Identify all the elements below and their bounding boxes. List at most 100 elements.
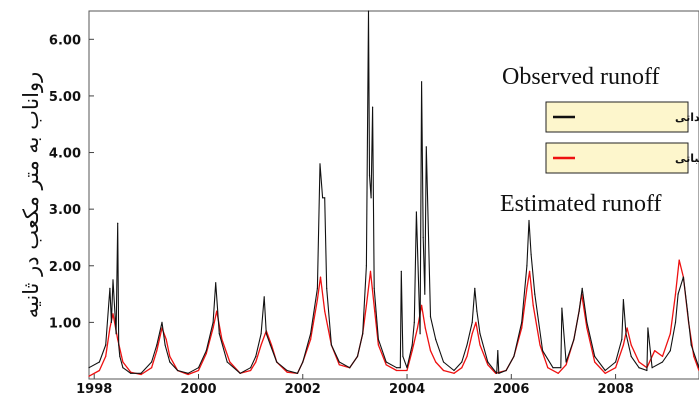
observed-point: [356, 355, 359, 357]
estimated-point: [626, 327, 628, 329]
estimated-point: [112, 313, 114, 315]
observed-point: [187, 372, 189, 374]
observed-point: [226, 361, 228, 363]
estimated-point: [565, 364, 567, 366]
observed-point: [115, 333, 117, 335]
estimated-point: [140, 373, 142, 376]
estimated-point: [165, 338, 167, 340]
observed-point: [367, 10, 370, 12]
observed-point: [302, 361, 304, 363]
estimated-point: [479, 344, 481, 346]
annotation-estimated: Estimated runoff: [500, 191, 662, 217]
estimated-point: [212, 327, 214, 329]
observed-point: [286, 369, 288, 372]
estimated-point: [260, 344, 262, 346]
observed-point: [476, 310, 478, 312]
estimated-point: [622, 344, 625, 346]
observed-point: [406, 367, 408, 369]
observed-point: [122, 367, 124, 369]
observed-point: [130, 372, 132, 374]
estimated-point: [654, 350, 656, 352]
estimated-point: [169, 355, 171, 357]
estimated-point: [586, 327, 588, 329]
estimated-point: [109, 327, 111, 329]
observed-point: [526, 265, 528, 267]
estimated-point: [369, 270, 372, 272]
observed-point: [164, 344, 166, 346]
y-tick-label: 3.00: [49, 203, 81, 218]
observed-point: [425, 146, 427, 148]
y-tick-label: 6.00: [49, 33, 81, 48]
observed-point: [156, 344, 158, 346]
observed-point: [98, 361, 100, 363]
estimated-point: [529, 270, 531, 272]
estimated-point: [557, 372, 559, 374]
estimated-point: [374, 310, 376, 312]
y-tick-label: 1.00: [49, 316, 81, 331]
estimated-point: [151, 367, 153, 369]
observed-point: [461, 361, 463, 363]
observed-point: [370, 197, 372, 199]
estimated-point: [197, 369, 200, 372]
x-tick-label: 2002: [285, 382, 321, 394]
observed-point: [581, 287, 583, 289]
observed-point: [604, 369, 606, 372]
observed-point: [530, 253, 532, 255]
estimated-point: [365, 304, 367, 306]
observed-point: [419, 333, 421, 335]
observed-point: [453, 369, 455, 372]
observed-point: [372, 106, 374, 108]
estimated-point: [205, 352, 207, 355]
estimated-point: [411, 350, 413, 352]
observed-point: [239, 372, 241, 374]
plot-area: [88, 10, 699, 380]
estimated-point: [526, 287, 528, 289]
observed-point: [498, 372, 500, 374]
estimated-point: [547, 367, 549, 369]
observed-point: [326, 287, 328, 289]
observed-point: [324, 197, 326, 199]
observed-point: [622, 299, 625, 301]
y-tick-label: 5.00: [49, 90, 81, 105]
observed-point: [263, 296, 265, 298]
observed-point: [400, 270, 402, 272]
x-tick-label: 2006: [493, 382, 529, 394]
observed-point: [625, 333, 627, 335]
observed-point: [413, 321, 415, 323]
observed-point: [197, 367, 200, 369]
estimated-point: [416, 327, 419, 329]
estimated-point: [429, 350, 432, 352]
observed-point: [260, 333, 262, 335]
estimated-point: [471, 333, 473, 335]
observed-point: [373, 287, 375, 289]
observed-point: [424, 293, 426, 295]
estimated-point: [442, 369, 445, 372]
observed-point: [118, 344, 120, 346]
observed-point: [429, 316, 432, 318]
observed-point: [161, 321, 163, 323]
estimated-point: [661, 355, 664, 357]
observed-point: [578, 310, 580, 312]
observed-point: [365, 265, 367, 267]
observed-point: [630, 355, 632, 357]
observed-point: [276, 361, 278, 363]
observed-point: [677, 293, 679, 295]
observed-point: [362, 333, 364, 335]
estimated-point: [532, 304, 534, 306]
observed-point: [265, 333, 267, 335]
observed-point: [497, 350, 499, 352]
observed-point: [109, 287, 111, 289]
observed-point: [442, 361, 445, 363]
estimated-point: [630, 344, 632, 346]
series-line-estimated: [88, 259, 699, 377]
observed-point: [169, 361, 171, 363]
estimated-point: [421, 304, 423, 306]
estimated-point: [539, 344, 541, 346]
series-group-0: [88, 10, 699, 374]
plot-frame: [88, 10, 699, 380]
observed-point: [316, 287, 318, 289]
observed-point: [521, 321, 523, 323]
observed-point: [690, 344, 692, 346]
observed-point: [479, 333, 481, 335]
